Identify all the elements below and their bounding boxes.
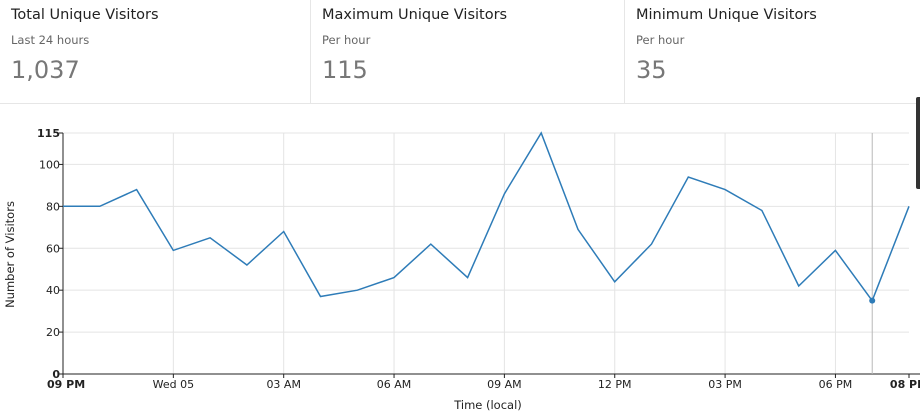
maximum-unique-visitors-card[interactable]: Maximum Unique Visitors Per hour 115 bbox=[310, 0, 624, 103]
x-tick-label: 03 AM bbox=[266, 378, 301, 391]
y-tick-label: 80 bbox=[46, 200, 60, 213]
y-tick-label: 100 bbox=[39, 158, 60, 171]
card-title: Maximum Unique Visitors bbox=[322, 7, 508, 23]
card-subtitle: Last 24 hours bbox=[11, 33, 90, 47]
x-tick-label: 09 PM bbox=[47, 378, 85, 391]
scrollbar-thumb[interactable] bbox=[916, 97, 920, 189]
card-subtitle: Per hour bbox=[322, 33, 371, 47]
summary-cards: Total Unique Visitors Last 24 hours 1,03… bbox=[0, 0, 920, 104]
x-tick-label: Wed 05 bbox=[153, 378, 194, 391]
x-tick-label: 12 PM bbox=[598, 378, 632, 391]
x-tick-label: 03 PM bbox=[708, 378, 742, 391]
y-tick-label: 60 bbox=[46, 242, 60, 255]
y-axis-title: Number of Visitors bbox=[3, 201, 17, 308]
x-tick-label: 06 AM bbox=[377, 378, 412, 391]
x-tick-label: 09 AM bbox=[487, 378, 522, 391]
y-tick-label: 0 bbox=[52, 368, 60, 381]
highlighted-data-point bbox=[869, 297, 876, 304]
card-value: 35 bbox=[636, 56, 667, 84]
y-tick-label: 115 bbox=[37, 127, 60, 140]
card-title: Total Unique Visitors bbox=[11, 7, 159, 23]
card-value: 115 bbox=[322, 56, 368, 84]
total-unique-visitors-card[interactable]: Total Unique Visitors Last 24 hours 1,03… bbox=[0, 0, 310, 103]
x-tick-label: 06 PM bbox=[819, 378, 853, 391]
card-subtitle: Per hour bbox=[636, 33, 685, 47]
y-tick-label: 40 bbox=[46, 284, 60, 297]
y-tick-label: 20 bbox=[46, 326, 60, 339]
series-line bbox=[63, 131, 910, 303]
minimum-unique-visitors-card[interactable]: Minimum Unique Visitors Per hour 35 bbox=[624, 0, 920, 103]
x-axis-title: Time (local) bbox=[453, 398, 522, 412]
x-tick-label: 08 PM bbox=[890, 378, 920, 391]
card-value: 1,037 bbox=[11, 56, 80, 84]
card-title: Minimum Unique Visitors bbox=[636, 7, 817, 23]
